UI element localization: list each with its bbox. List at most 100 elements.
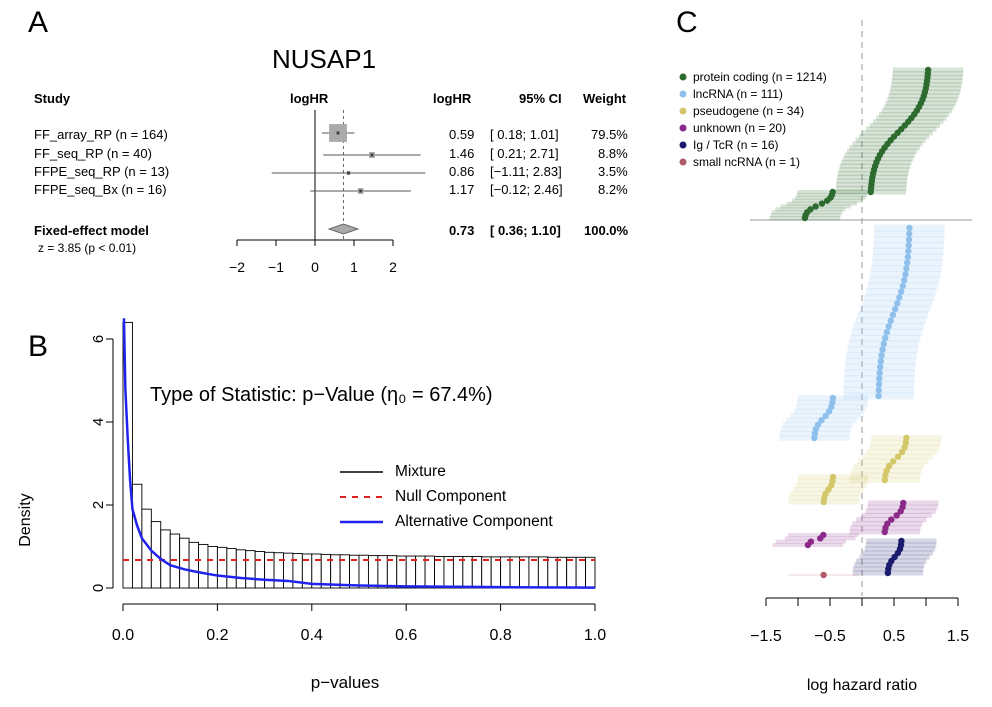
histogram-bar xyxy=(198,543,209,589)
legend-label: unknown (n = 20) xyxy=(693,121,787,135)
data-point xyxy=(924,66,932,74)
data-point xyxy=(904,259,911,266)
data-point xyxy=(820,571,827,579)
histogram-bar xyxy=(434,556,445,589)
data-point xyxy=(885,323,892,330)
b-x-tick-label: 0.2 xyxy=(206,627,228,644)
forest-x-tick-label: 1 xyxy=(350,259,358,275)
legend-label: pseudogene (n = 34) xyxy=(693,104,805,118)
histogram-bar xyxy=(519,556,530,589)
c-x-axis-label: log hazard ratio xyxy=(807,677,917,694)
data-point xyxy=(875,392,882,400)
forest-row-weight: 8.8% xyxy=(598,146,628,161)
data-point xyxy=(894,453,902,460)
data-point xyxy=(875,381,883,388)
histogram-bar xyxy=(566,556,577,589)
b-y-tick-label: 2 xyxy=(90,501,107,509)
b-y-axis-label: Density xyxy=(17,493,34,546)
histogram-bar xyxy=(226,548,237,589)
chart-b-title: Type of Statistic: p−Value (η₀ = 67.4%) xyxy=(150,384,493,406)
legend-label: Null Component xyxy=(395,488,507,505)
histogram-bar xyxy=(235,549,247,589)
data-point xyxy=(902,271,909,278)
forest-header-study: Study xyxy=(34,91,71,106)
data-point xyxy=(905,242,912,249)
forest-row-ci: [−1.11; 2.83] xyxy=(490,164,562,179)
histogram-bar xyxy=(528,556,539,589)
forest-row-ci: [ 0.21; 2.71] xyxy=(490,146,559,161)
b-y-tick-label: 4 xyxy=(90,418,107,426)
data-point xyxy=(893,512,900,519)
data-point xyxy=(903,434,910,442)
histogram-bar xyxy=(245,550,256,589)
data-point xyxy=(906,224,913,232)
b-x-tick-label: 1.0 xyxy=(584,627,606,644)
b-x-tick-label: 0.4 xyxy=(301,627,323,644)
data-point xyxy=(885,462,893,470)
data-point xyxy=(896,294,903,301)
data-point xyxy=(887,317,894,324)
b-x-tick-label: 0.8 xyxy=(489,627,511,644)
b-y-tick-label: 6 xyxy=(90,335,107,343)
data-point xyxy=(904,253,912,261)
data-point xyxy=(876,369,883,377)
legend-label: Ig / TcR (n = 16) xyxy=(693,138,779,152)
legend-marker xyxy=(679,158,687,166)
data-point xyxy=(818,200,826,207)
data-point xyxy=(905,247,912,255)
forest-header-plot: logHR xyxy=(290,91,329,106)
data-point xyxy=(883,329,891,336)
study-point xyxy=(336,131,340,135)
histogram-bar xyxy=(207,546,218,589)
data-point xyxy=(818,417,825,424)
data-point xyxy=(880,340,887,348)
forest-row-est: 1.17 xyxy=(449,182,475,197)
forest-row-weight: 3.5% xyxy=(598,164,628,179)
histogram-bar xyxy=(481,556,492,589)
fixed-effect-est: 0.73 xyxy=(449,223,475,238)
forest-x-tick-label: 0 xyxy=(311,259,319,275)
data-point xyxy=(812,203,819,210)
data-point xyxy=(906,230,913,237)
forest-row-ci: [ 0.18; 1.01] xyxy=(490,127,559,142)
forest-header-ci: 95% CI xyxy=(519,91,562,106)
forest-row-study: FF_array_RP (n = 164) xyxy=(34,127,168,142)
fixed-effect-label: Fixed-effect model xyxy=(34,223,149,238)
histogram-bar xyxy=(537,556,549,589)
histogram-bar xyxy=(585,556,596,589)
data-point xyxy=(894,300,901,307)
data-point xyxy=(881,334,889,342)
histogram-bar xyxy=(188,541,199,589)
forest-x-tick-label: −2 xyxy=(229,259,245,275)
histogram-bar xyxy=(471,556,483,589)
data-point xyxy=(900,499,907,507)
data-point xyxy=(829,473,837,481)
legend-marker xyxy=(679,124,687,132)
data-point xyxy=(888,516,895,523)
forest-row-weight: 8.2% xyxy=(598,182,628,197)
histogram-bar xyxy=(443,556,454,589)
fixed-effect-ci: [ 0.36; 1.10] xyxy=(490,223,561,238)
histogram-bar xyxy=(283,552,294,589)
study-point xyxy=(370,153,374,157)
data-point xyxy=(807,206,814,213)
legend-label: lncRNA (n = 111) xyxy=(693,87,783,101)
forest-header-weight: Weight xyxy=(583,91,627,106)
study-point xyxy=(359,189,363,193)
histogram-bar xyxy=(462,556,473,589)
data-point xyxy=(829,188,836,196)
legend-label: protein coding (n = 1214) xyxy=(693,70,827,84)
histogram-bar xyxy=(490,556,502,589)
c-x-tick-label: −0.5 xyxy=(814,628,846,645)
legend-label: Alternative Component xyxy=(395,513,553,530)
data-point xyxy=(820,531,827,539)
forest-title: NUSAP1 xyxy=(272,44,377,74)
data-point xyxy=(876,363,884,371)
forest-x-tick-label: −1 xyxy=(268,259,284,275)
legend-marker xyxy=(679,90,687,98)
legend-marker xyxy=(679,141,687,149)
histogram-bar xyxy=(547,556,558,589)
data-point xyxy=(898,537,905,545)
b-x-axis-label: p−values xyxy=(311,673,380,692)
